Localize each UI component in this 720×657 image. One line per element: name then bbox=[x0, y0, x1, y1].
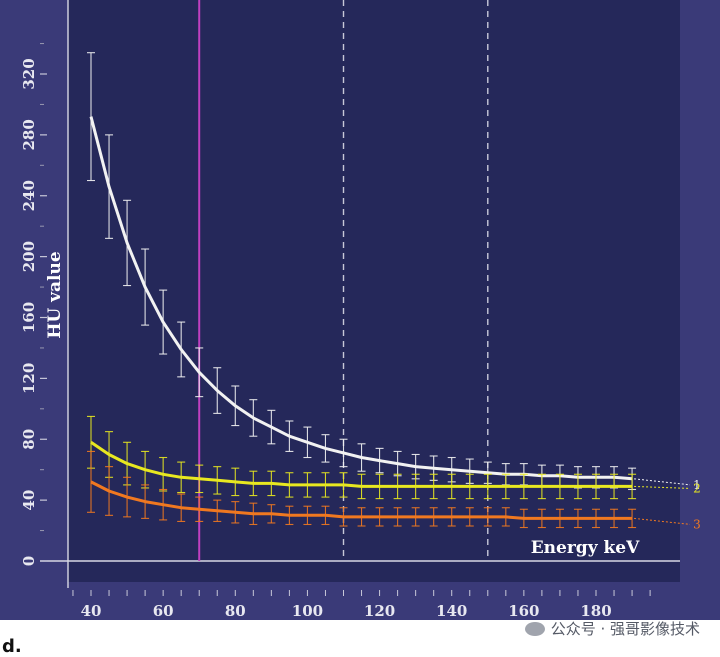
x-tick-label: 100 bbox=[292, 602, 323, 620]
y-tick-label: 0 bbox=[20, 556, 38, 566]
series-3-label: 3 bbox=[693, 517, 701, 531]
wechat-icon bbox=[524, 621, 545, 636]
y-tick-label: 80 bbox=[20, 429, 38, 450]
series-1-leader bbox=[634, 478, 691, 486]
y-tick-label: 120 bbox=[20, 363, 38, 394]
x-tick-label: 60 bbox=[153, 602, 174, 620]
y-tick-label: 240 bbox=[20, 180, 38, 211]
series-2-line bbox=[90, 441, 633, 488]
x-axis-title: Energy keV bbox=[531, 538, 640, 558]
y-tick-label: 280 bbox=[20, 119, 38, 150]
y-axis-title: HU value bbox=[45, 251, 65, 339]
x-tick-label: 40 bbox=[81, 602, 102, 620]
series-1-label: 1 bbox=[693, 478, 701, 492]
series-3-leader bbox=[634, 517, 691, 525]
watermark: 公众号 · 强哥影像技术 bbox=[524, 618, 700, 639]
watermark-text: 公众号 · 强哥影像技术 bbox=[550, 620, 700, 638]
plot-background bbox=[68, 0, 680, 582]
series-3-line bbox=[90, 480, 633, 520]
x-tick-label: 160 bbox=[508, 602, 539, 620]
y-tick-label: 200 bbox=[20, 241, 38, 272]
y-tick-label: 40 bbox=[20, 490, 38, 511]
series-2-label: 2 bbox=[693, 481, 701, 495]
x-tick-label: 180 bbox=[580, 602, 611, 620]
series-2-leader bbox=[634, 485, 691, 489]
panel-label: d. bbox=[2, 636, 22, 657]
chart-svg: 0 40 80 120 160 200 240 280 320 40 60 80 100 120 140 16… bbox=[0, 0, 720, 620]
y-tick-label: 160 bbox=[20, 302, 38, 333]
y-tick-label: 320 bbox=[20, 58, 38, 89]
x-tick-label: 80 bbox=[225, 602, 246, 620]
x-tick-label: 140 bbox=[436, 602, 467, 620]
x-tick-label: 120 bbox=[364, 602, 395, 620]
